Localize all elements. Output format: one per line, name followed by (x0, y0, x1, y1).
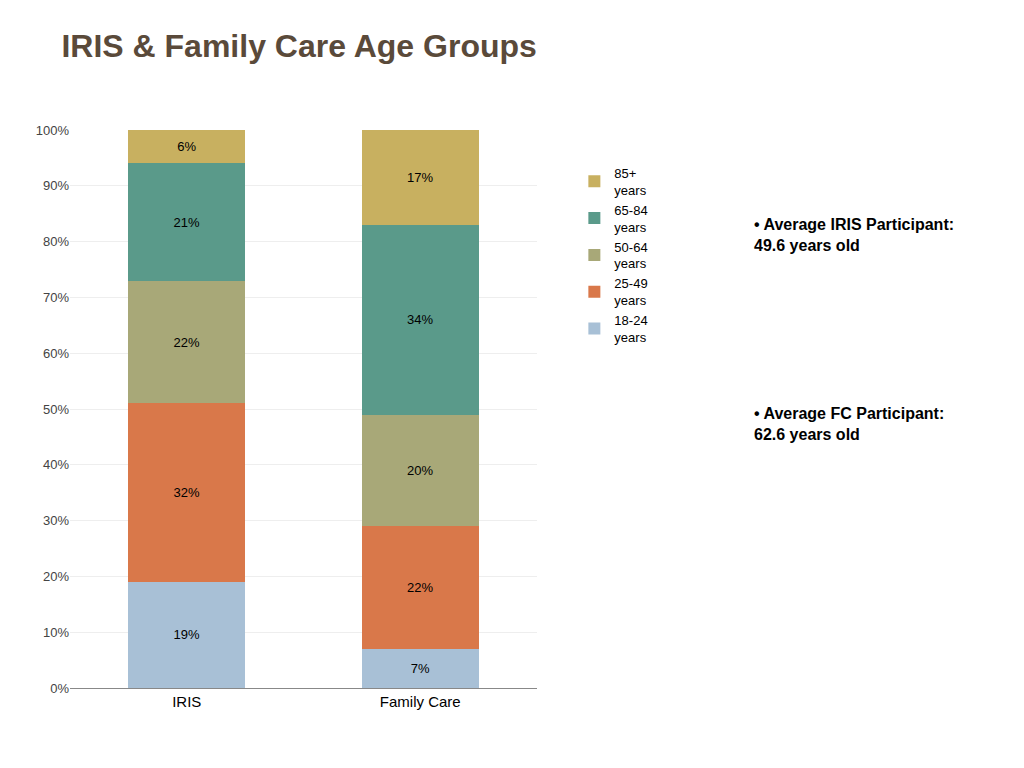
svg-text:Family Care: Family Care (380, 693, 461, 710)
svg-text:22%: 22% (174, 335, 200, 350)
svg-text:30%: 30% (43, 513, 69, 528)
svg-text:90%: 90% (43, 178, 69, 193)
svg-text:21%: 21% (174, 215, 200, 230)
svg-text:22%: 22% (407, 580, 433, 595)
svg-text:25-49years: 25-49years (614, 276, 647, 308)
svg-text:20%: 20% (43, 569, 69, 584)
svg-text:60%: 60% (43, 346, 69, 361)
svg-text:80%: 80% (43, 234, 69, 249)
svg-text:50%: 50% (43, 402, 69, 417)
svg-text:19%: 19% (174, 627, 200, 642)
svg-text:7%: 7% (411, 661, 430, 676)
svg-text:50-64years: 50-64years (614, 240, 647, 272)
svg-text:34%: 34% (407, 312, 433, 327)
svg-text:32%: 32% (174, 485, 200, 500)
svg-text:6%: 6% (177, 139, 196, 154)
svg-text:• Average FC Participant:62.6: • Average FC Participant:62.6 years old (754, 405, 944, 443)
svg-text:20%: 20% (407, 463, 433, 478)
svg-text:IRIS: IRIS (172, 693, 201, 710)
svg-text:0%: 0% (50, 681, 69, 696)
svg-text:70%: 70% (43, 290, 69, 305)
svg-text:100%: 100% (36, 123, 70, 138)
svg-text:40%: 40% (43, 457, 69, 472)
svg-text:17%: 17% (407, 170, 433, 185)
svg-text:10%: 10% (43, 625, 69, 640)
svg-text:85+years: 85+years (614, 166, 646, 198)
svg-text:65-84years: 65-84years (614, 203, 647, 235)
svg-text:18-24years: 18-24years (614, 313, 647, 345)
svg-text:IRIS & Family Care Age Groups: IRIS & Family Care Age Groups (61, 28, 536, 64)
svg-text:• Average IRIS Participant:49.: • Average IRIS Participant:49.6 years ol… (754, 216, 954, 254)
